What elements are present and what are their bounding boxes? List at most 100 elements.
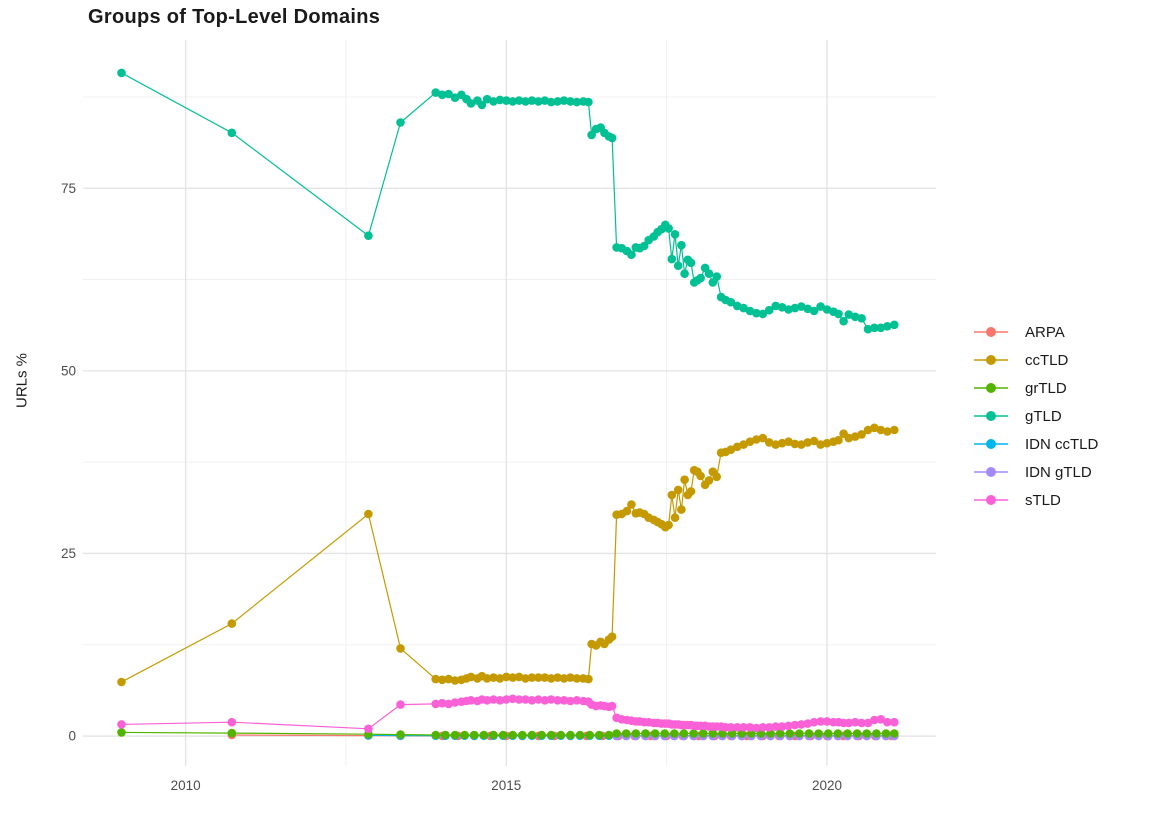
data-point-gtld: [664, 224, 673, 233]
data-point-grtld: [621, 729, 631, 738]
data-point-gtld: [834, 309, 843, 319]
data-point-cctld: [627, 500, 636, 509]
data-point-gtld: [508, 97, 517, 106]
data-point-grtld: [852, 729, 862, 738]
data-point-stld: [771, 722, 780, 731]
data-point-grtld: [431, 730, 441, 740]
data-point-grtld: [117, 728, 126, 737]
data-point-cctld: [364, 509, 373, 519]
data-point-grtld: [396, 730, 405, 739]
data-point-cctld: [584, 674, 593, 684]
data-point-gtld: [521, 97, 530, 106]
data-point-cctld: [502, 672, 511, 682]
data-point-gtld: [784, 305, 793, 314]
data-point-stld: [607, 701, 617, 711]
data-point-grtld: [814, 729, 823, 738]
data-point-stld: [534, 695, 543, 704]
data-point-grtld: [469, 730, 479, 740]
legend-label: gTLD: [1025, 407, 1062, 425]
data-point-cctld: [883, 427, 892, 436]
data-point-gtld: [758, 309, 768, 319]
data-point-gtld: [587, 130, 596, 140]
data-point-cctld: [712, 472, 721, 482]
data-point-cctld: [527, 673, 537, 682]
data-point-gtld: [712, 272, 721, 281]
data-point-grtld: [804, 729, 814, 738]
data-point-gtld: [607, 133, 617, 143]
data-point-gtld: [857, 314, 866, 323]
data-point-gtld: [764, 305, 774, 315]
legend-item-stld: sTLD: [972, 486, 1098, 514]
data-point-gtld: [696, 273, 705, 283]
legend: ARPA ccTLD grTLD gTLD IDN ccTLD IDN gTLD sTLD: [972, 318, 1098, 514]
data-point-cctld: [680, 475, 689, 485]
legend-key-icon: [974, 411, 1008, 421]
data-point-cctld: [752, 435, 761, 444]
data-point-stld: [745, 723, 755, 732]
x-tick-label: 2010: [171, 778, 201, 793]
data-point-cctld: [521, 674, 530, 683]
data-point-stld: [739, 723, 748, 732]
data-point-stld: [850, 717, 860, 727]
data-point-cctld: [664, 520, 673, 530]
data-point-grtld: [650, 729, 660, 738]
data-point-stld: [784, 721, 793, 731]
data-point-gtld: [584, 97, 593, 107]
data-point-cctld: [696, 471, 705, 481]
data-point-cctld: [704, 476, 714, 485]
data-point-gtld: [117, 68, 126, 78]
data-point-stld: [546, 695, 556, 704]
y-tick-label: 25: [61, 546, 76, 561]
data-point-stld: [797, 720, 806, 729]
legend-item-gtld: gTLD: [972, 402, 1098, 430]
data-point-grtld: [227, 728, 237, 738]
chart-title: Groups of Top-Level Domains: [88, 6, 381, 28]
x-tick-label: 2015: [491, 778, 521, 793]
legend-item-arpa: ARPA: [972, 318, 1098, 346]
data-point-grtld: [862, 729, 871, 738]
data-point-gtld: [534, 97, 543, 106]
data-point-stld: [450, 698, 460, 707]
data-point-grtld: [527, 730, 537, 740]
data-point-stld: [466, 696, 476, 705]
data-point-gtld: [839, 316, 848, 326]
data-point-stld: [726, 723, 736, 732]
data-point-grtld: [890, 729, 899, 738]
data-point-cctld: [431, 674, 441, 684]
legend-key-icon: [974, 327, 1008, 337]
data-point-grtld: [785, 729, 795, 738]
data-point-gtld: [726, 297, 736, 307]
data-point-gtld: [883, 322, 892, 331]
data-point-stld: [502, 695, 511, 704]
data-point-cctld: [673, 485, 683, 495]
data-point-stld: [559, 696, 569, 705]
data-point-gtld: [876, 323, 886, 333]
data-point-cctld: [450, 676, 460, 685]
data-point-stld: [822, 717, 832, 726]
legend-item-grtld: grTLD: [972, 374, 1098, 402]
y-tick-label: 75: [61, 181, 76, 196]
data-point-gtld: [514, 96, 524, 105]
data-point-stld: [431, 699, 441, 709]
data-point-gtld: [863, 324, 873, 334]
y-tick-label: 50: [61, 363, 76, 378]
data-point-gtld: [809, 306, 819, 316]
data-point-stld: [809, 717, 819, 727]
data-point-gtld: [396, 118, 405, 127]
data-point-cctld: [857, 430, 866, 439]
data-point-gtld: [466, 99, 476, 108]
data-point-gtld: [667, 254, 677, 264]
data-point-cctld: [809, 436, 819, 446]
data-point-gtld: [450, 93, 460, 102]
data-point-stld: [844, 718, 854, 728]
legend-label: ccTLD: [1025, 351, 1069, 369]
data-point-stld: [790, 720, 800, 730]
data-point-cctld: [444, 674, 453, 684]
data-point-stld: [566, 696, 575, 706]
data-point-cctld: [482, 674, 492, 683]
data-point-gtld: [771, 301, 780, 311]
data-point-gtld: [559, 96, 569, 105]
data-point-cctld: [396, 644, 405, 653]
data-point-stld: [489, 695, 498, 704]
